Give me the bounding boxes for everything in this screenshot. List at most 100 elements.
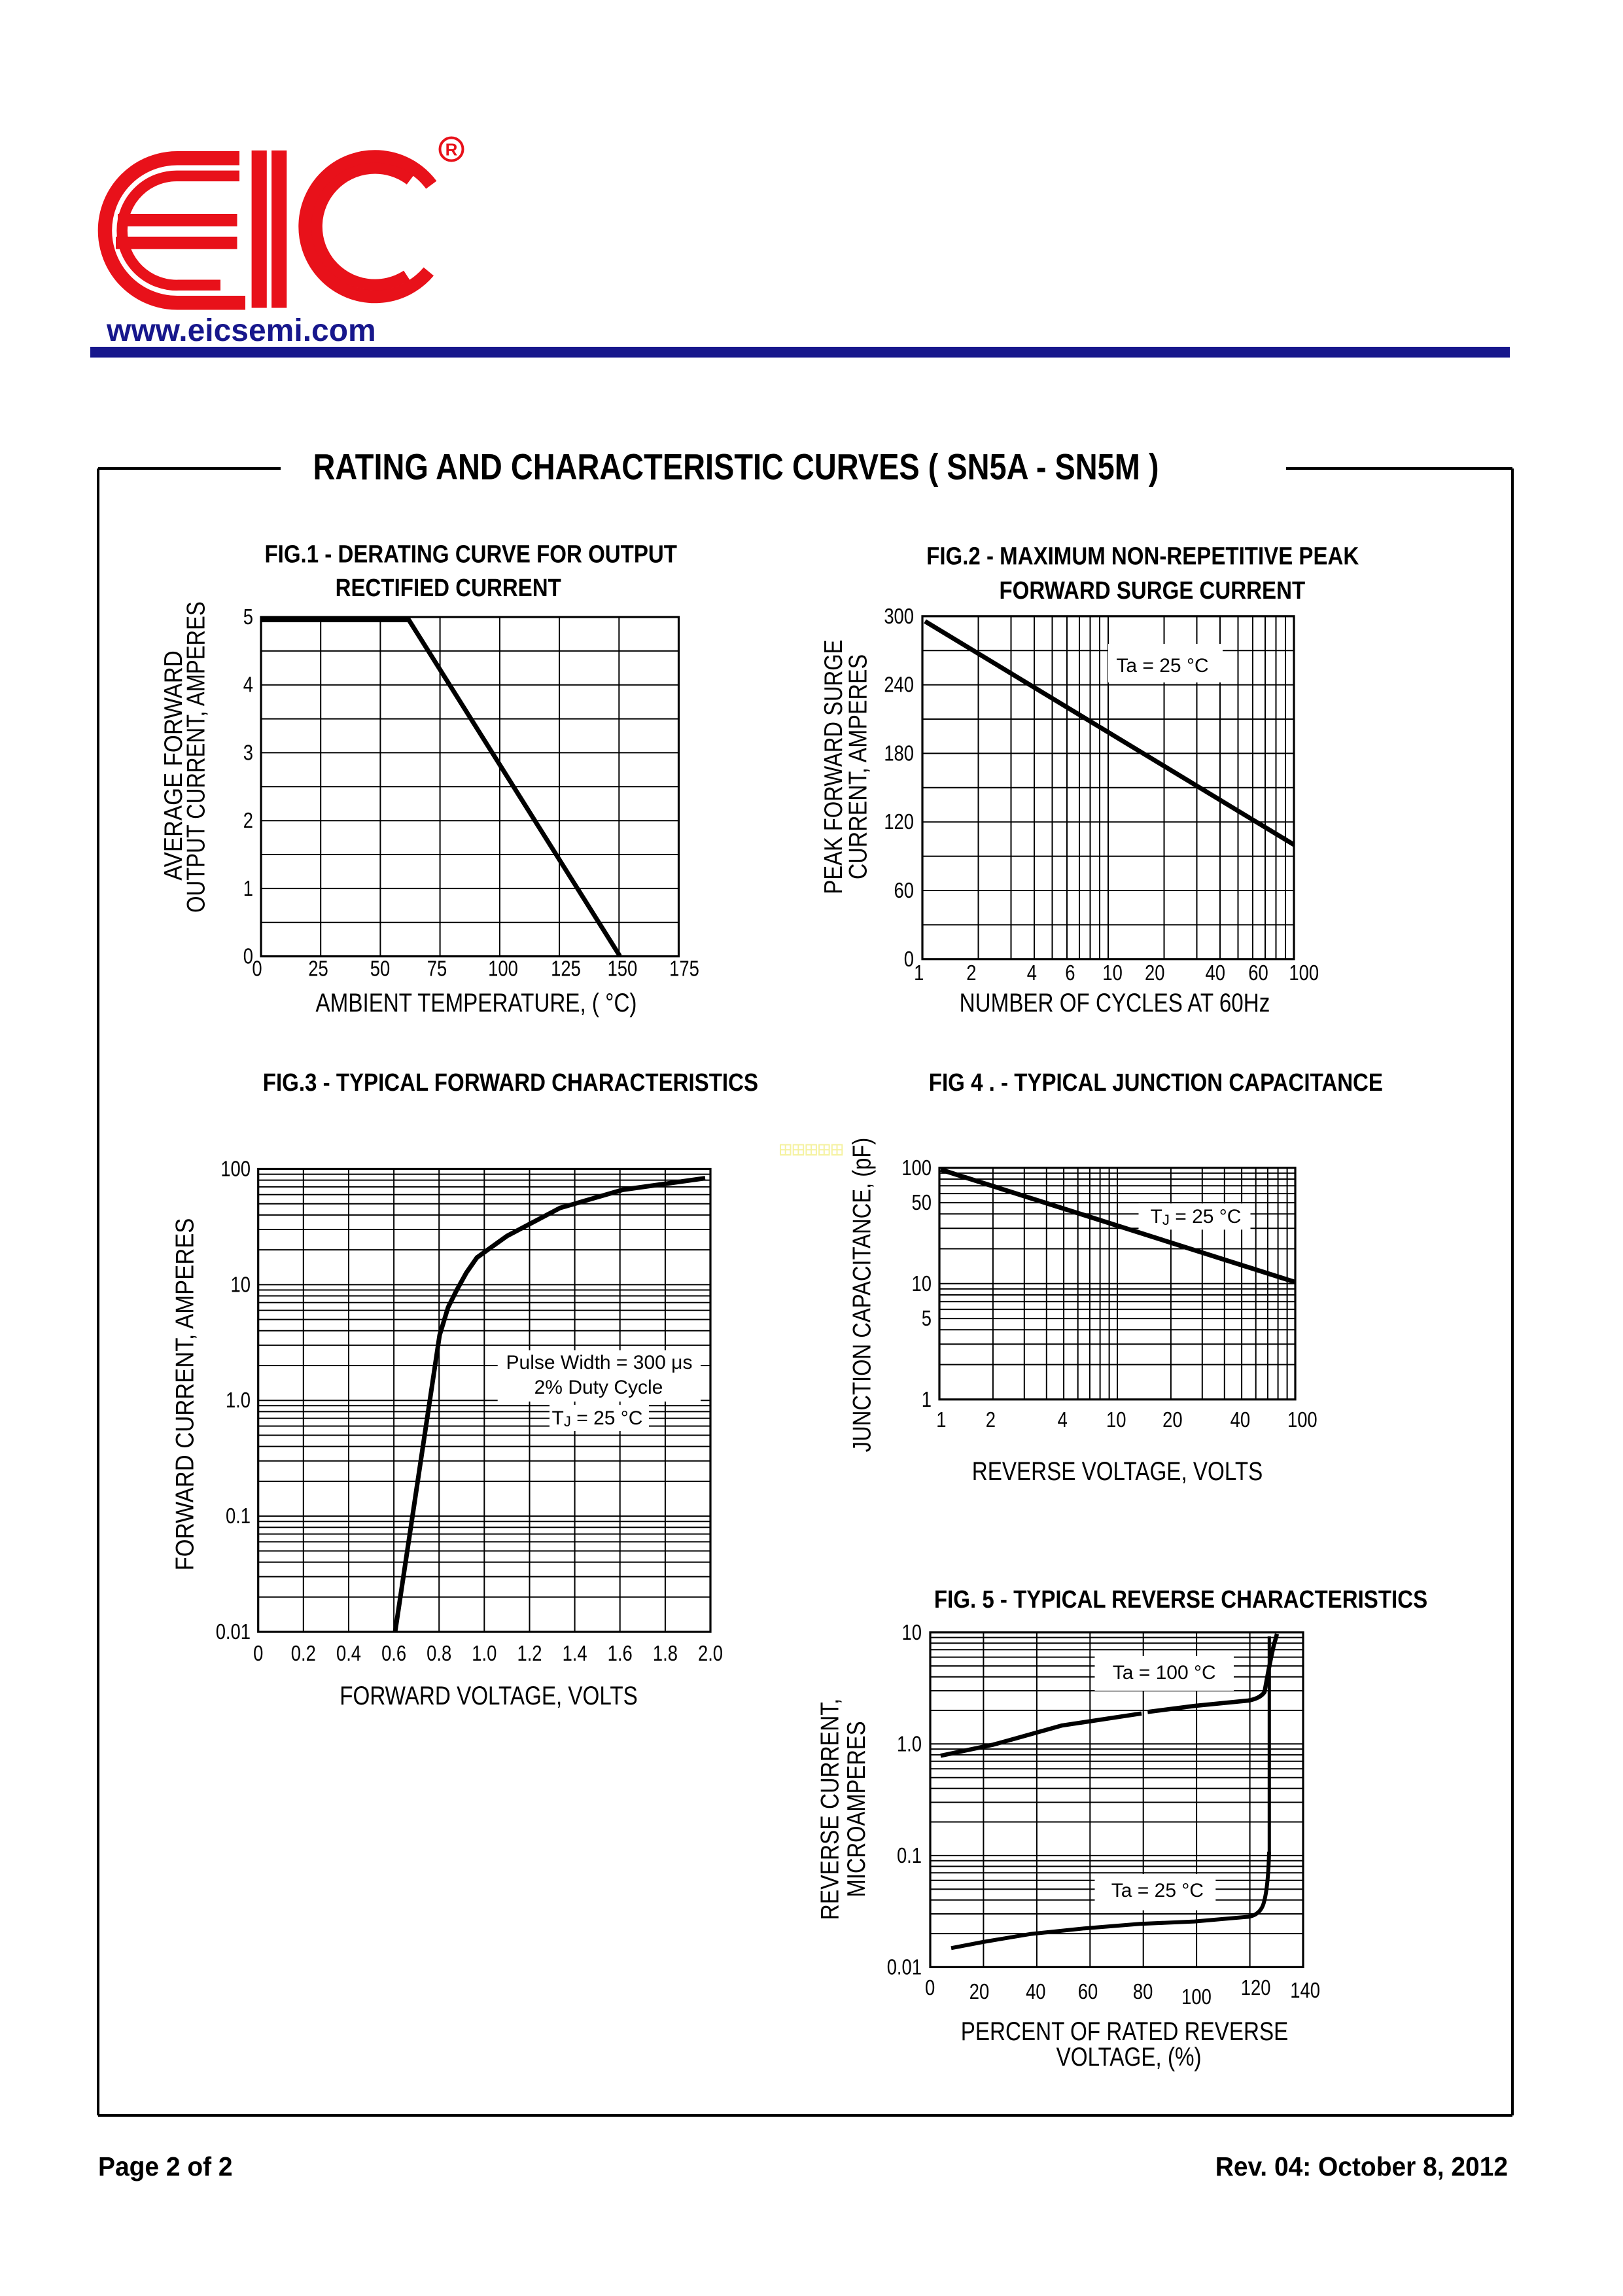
- svg-text:5: 5: [922, 1307, 932, 1331]
- svg-text:FIG. 5 - TYPICAL REVERSE CHARA: FIG. 5 - TYPICAL REVERSE CHARACTERISTICS: [934, 1585, 1427, 1614]
- svg-text:120: 120: [1241, 1977, 1271, 2000]
- svg-text:20: 20: [1145, 962, 1164, 985]
- svg-text:10: 10: [231, 1273, 251, 1297]
- svg-text:60: 60: [894, 879, 914, 903]
- svg-text:1.6: 1.6: [608, 1642, 633, 1666]
- svg-text:PERCENT OF RATED REVERSE: PERCENT OF RATED REVERSE: [961, 2017, 1288, 2046]
- svg-text:TJ = 25 °C: TJ = 25 °C: [1151, 1206, 1242, 1228]
- svg-text:60: 60: [1078, 1981, 1098, 2004]
- svg-text:300: 300: [884, 605, 914, 629]
- svg-text:5: 5: [243, 606, 253, 629]
- svg-text:AMBIENT TEMPERATURE, ( °C): AMBIENT TEMPERATURE, ( °C): [316, 988, 637, 1017]
- svg-text:140: 140: [1290, 1979, 1320, 2003]
- svg-text:150: 150: [608, 957, 638, 981]
- svg-text:40: 40: [1205, 962, 1225, 985]
- svg-text:2% Duty Cycle: 2% Duty Cycle: [534, 1377, 663, 1398]
- svg-text:Ta = 25 °C: Ta = 25 °C: [1111, 1880, 1204, 1901]
- svg-text:FORWARD SURGE CURRENT: FORWARD SURGE CURRENT: [999, 576, 1305, 605]
- svg-text:2.0: 2.0: [698, 1642, 723, 1666]
- svg-text:100: 100: [1181, 1986, 1212, 2009]
- svg-text:Ta = 25 °C: Ta = 25 °C: [1116, 655, 1208, 677]
- svg-text:Ta = 100 °C: Ta = 100 °C: [1113, 1662, 1216, 1684]
- svg-text:R: R: [445, 140, 458, 160]
- svg-text:1.0: 1.0: [897, 1733, 922, 1756]
- svg-text:0: 0: [252, 957, 262, 981]
- svg-text:2: 2: [966, 962, 976, 985]
- svg-text:TJ = 25 °C: TJ = 25 °C: [552, 1407, 643, 1430]
- svg-text:1.4: 1.4: [563, 1642, 587, 1666]
- svg-text:REVERSE CURRENT,: REVERSE CURRENT,: [815, 1699, 844, 1920]
- svg-text:25: 25: [308, 957, 328, 981]
- svg-text:FORWARD CURRENT, AMPERES: FORWARD CURRENT, AMPERES: [171, 1218, 199, 1571]
- svg-text:240: 240: [884, 673, 914, 697]
- svg-text:80: 80: [1133, 1981, 1153, 2004]
- svg-text:Pulse Width = 300 μs: Pulse Width = 300 μs: [506, 1352, 693, 1373]
- svg-text:1.0: 1.0: [226, 1389, 251, 1413]
- svg-text:1: 1: [922, 1388, 932, 1412]
- svg-text:0: 0: [904, 948, 914, 972]
- svg-text:MICROAMPERES: MICROAMPERES: [843, 1721, 871, 1897]
- svg-text:0: 0: [253, 1642, 263, 1666]
- svg-text:40: 40: [1230, 1409, 1250, 1432]
- svg-text:40: 40: [1026, 1981, 1045, 2004]
- svg-text:100: 100: [488, 957, 518, 981]
- svg-text:10: 10: [902, 1621, 922, 1645]
- svg-text:1.0: 1.0: [472, 1642, 497, 1666]
- svg-text:50: 50: [370, 957, 390, 981]
- svg-text:FIG.3 - TYPICAL FORWARD CHARAC: FIG.3 - TYPICAL FORWARD CHARACTERISTICS: [263, 1069, 758, 1097]
- svg-text:60: 60: [1248, 962, 1268, 985]
- svg-text:6: 6: [1065, 962, 1075, 985]
- svg-text:0.6: 0.6: [381, 1642, 406, 1666]
- svg-text:FIG.2 - MAXIMUM NON-REPETITIVE: FIG.2 - MAXIMUM NON-REPETITIVE PEAK: [926, 542, 1359, 570]
- svg-text:VOLTAGE, (%): VOLTAGE, (%): [1056, 2042, 1202, 2072]
- svg-text:175: 175: [669, 957, 699, 981]
- svg-text:10: 10: [1106, 1409, 1126, 1432]
- svg-text:50: 50: [912, 1192, 932, 1215]
- svg-text:JUNCTION CAPACITANCE, (pF): JUNCTION CAPACITANCE, (pF): [848, 1138, 876, 1452]
- svg-text:1: 1: [936, 1409, 946, 1432]
- svg-text:0.1: 0.1: [897, 1845, 922, 1868]
- svg-text:RATING AND CHARACTERISTIC CURV: RATING AND CHARACTERISTIC CURVES ( SN5A …: [313, 446, 1159, 487]
- svg-text:10: 10: [1102, 962, 1122, 985]
- svg-text:0.8: 0.8: [427, 1642, 451, 1666]
- svg-text:0: 0: [925, 1977, 935, 2000]
- svg-text:4: 4: [243, 673, 253, 697]
- svg-text:FORWARD VOLTAGE, VOLTS: FORWARD VOLTAGE, VOLTS: [340, 1681, 638, 1710]
- svg-text:REVERSE VOLTAGE, VOLTS: REVERSE VOLTAGE, VOLTS: [972, 1457, 1263, 1486]
- svg-text:1: 1: [914, 962, 924, 985]
- svg-text:Rev. 04: October 8, 2012: Rev. 04: October 8, 2012: [1215, 2152, 1508, 2181]
- svg-text:www.eicsemi.com: www.eicsemi.com: [106, 313, 376, 348]
- svg-text:100: 100: [1289, 962, 1319, 985]
- svg-text:PEAK FORWARD SURGE: PEAK FORWARD SURGE: [819, 639, 847, 894]
- svg-text:3: 3: [243, 741, 253, 765]
- svg-text:0.4: 0.4: [336, 1642, 361, 1666]
- svg-text:100: 100: [220, 1157, 251, 1181]
- svg-text:20: 20: [1162, 1409, 1182, 1432]
- svg-text:4: 4: [1058, 1409, 1068, 1432]
- svg-text:OUTPUT CURRENT, AMPERES: OUTPUT CURRENT, AMPERES: [182, 601, 210, 913]
- svg-text:FIG.1 - DERATING CURVE FOR OUT: FIG.1 - DERATING CURVE FOR OUTPUT: [264, 540, 677, 568]
- svg-text:180: 180: [884, 742, 914, 766]
- svg-text:1.8: 1.8: [653, 1642, 678, 1666]
- svg-text:100: 100: [1287, 1409, 1318, 1432]
- svg-text:120: 120: [884, 811, 914, 834]
- svg-text:Page 2 of 2: Page 2 of 2: [98, 2152, 233, 2181]
- svg-text:2: 2: [243, 809, 253, 833]
- svg-text:0.01: 0.01: [216, 1621, 251, 1644]
- svg-text:NUMBER OF CYCLES AT 60Hz: NUMBER OF CYCLES AT 60Hz: [960, 988, 1270, 1017]
- svg-text:AVERAGE FORWARD: AVERAGE FORWARD: [159, 650, 187, 881]
- svg-text:20: 20: [969, 1981, 989, 2004]
- svg-text:0.1: 0.1: [226, 1505, 251, 1528]
- svg-text:4: 4: [1027, 962, 1037, 985]
- svg-text:75: 75: [427, 957, 447, 981]
- svg-text:0: 0: [243, 945, 253, 968]
- svg-text:2: 2: [986, 1409, 996, 1432]
- svg-text:0.01: 0.01: [887, 1956, 922, 1979]
- svg-text:1.2: 1.2: [517, 1642, 542, 1666]
- svg-text:RECTIFIED CURRENT: RECTIFIED CURRENT: [336, 574, 561, 602]
- svg-text:CURRENT, AMPERES: CURRENT, AMPERES: [844, 654, 873, 879]
- svg-text:10: 10: [912, 1273, 932, 1296]
- svg-text:1: 1: [243, 877, 253, 901]
- svg-text:FIG 4 . - TYPICAL JUNCTION CAP: FIG 4 . - TYPICAL JUNCTION CAPACITANCE: [929, 1069, 1383, 1097]
- svg-text:125: 125: [551, 957, 581, 981]
